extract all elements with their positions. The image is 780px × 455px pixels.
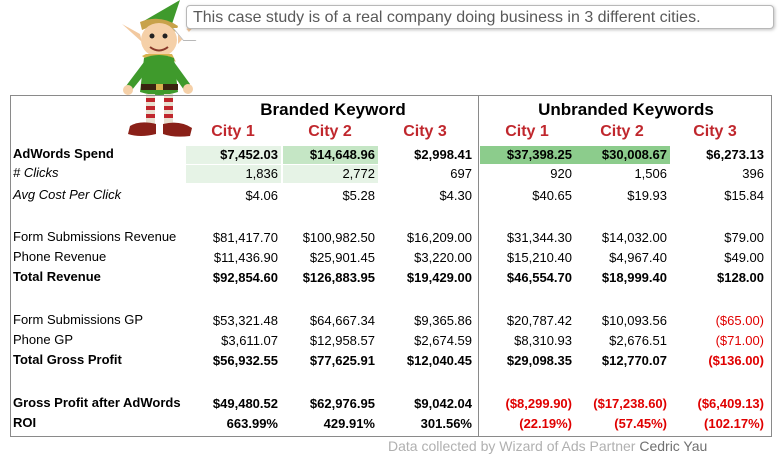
table-cell: $29,098.35 (506, 353, 572, 368)
table-cell: 1,506 (634, 166, 667, 181)
table-cell: $9,365.86 (414, 313, 472, 328)
data-source-credit: Data collected by Wizard of Ads Partner … (388, 438, 707, 454)
table-cell: $2,676.51 (609, 333, 667, 348)
city-header-branded-2: City 2 (308, 123, 352, 140)
table-cell: $10,093.56 (601, 313, 667, 328)
table-cell: (22.19%) (519, 416, 572, 431)
table-cell: $49,480.52 (212, 396, 278, 411)
row-label: Phone GP (13, 332, 73, 347)
table-cell: $3,220.00 (414, 250, 472, 265)
table-cell: $12,958.57 (309, 333, 375, 348)
row-label: AdWords Spend (13, 146, 114, 161)
table-cell: $128.00 (717, 270, 764, 285)
table-cell: 697 (450, 166, 472, 181)
branded-keyword-heading: Branded Keyword (260, 100, 406, 119)
table-cell: ($71.00) (715, 333, 764, 348)
table-cell: $100,982.50 (302, 230, 375, 245)
table-cell: $16,209.00 (406, 230, 472, 245)
table-cell: $79.00 (724, 230, 764, 245)
table-cell: $56,932.55 (212, 353, 278, 368)
table-cell: $25,901.45 (309, 250, 375, 265)
table-cell: $14,032.00 (601, 230, 667, 245)
table-cell: $12,770.07 (601, 353, 667, 368)
table-cell: $92,854.60 (212, 270, 278, 285)
table-cell: 396 (742, 166, 764, 181)
table-cell: $4.06 (245, 188, 278, 203)
data-table-frame (10, 95, 772, 437)
table-cell: $4,967.40 (609, 250, 667, 265)
table-cell: $53,321.48 (212, 313, 278, 328)
row-label: Form Submissions GP (13, 312, 144, 327)
table-cell: $30,008.67 (575, 146, 670, 164)
table-cell: $31,344.30 (506, 230, 572, 245)
table-cell: $6,273.13 (706, 147, 764, 162)
table-cell: (57.45%) (614, 416, 667, 431)
group-divider (478, 95, 479, 437)
row-label: Avg Cost Per Click (13, 187, 122, 202)
table-cell: $19,429.00 (406, 270, 472, 285)
table-cell: $126,883.95 (302, 270, 375, 285)
table-cell: 920 (550, 166, 572, 181)
table-cell: 429.91% (323, 416, 375, 431)
unbranded-keywords-heading: Unbranded Keywords (538, 100, 714, 119)
row-label: ROI (13, 415, 37, 430)
table-cell: $4.30 (439, 188, 472, 203)
table-cell: $18,999.40 (601, 270, 667, 285)
row-label: Total Revenue (13, 269, 101, 284)
table-cell: $40.65 (532, 188, 572, 203)
table-cell: $8,310.93 (514, 333, 572, 348)
table-cell: 2,772 (283, 165, 378, 183)
table-cell: $20,787.42 (506, 313, 572, 328)
table-cell: 301.56% (420, 416, 472, 431)
row-label: Total Gross Profit (13, 352, 122, 367)
table-cell: $62,976.95 (309, 396, 375, 411)
table-cell: $3,611.07 (221, 333, 278, 348)
credit-prefix: Data collected by Wizard of Ads Partner (388, 438, 636, 454)
table-cell: $12,040.45 (406, 353, 472, 368)
table-cell: $2,998.41 (414, 147, 472, 162)
table-cell: ($17,238.60) (593, 396, 667, 411)
table-cell: $14,648.96 (283, 146, 378, 164)
table-cell: $37,398.25 (480, 146, 575, 164)
city-header-branded-1: City 1 (211, 123, 255, 140)
table-cell: 1,836 (186, 165, 281, 183)
table-cell: $81,417.70 (212, 230, 278, 245)
table-cell: 663.99% (226, 416, 278, 431)
table-cell: $15.84 (724, 188, 764, 203)
row-label: Form Submissions Revenue (13, 229, 177, 244)
table-cell: $64,667.34 (309, 313, 375, 328)
table-cell: $19.93 (627, 188, 667, 203)
table-cell: ($136.00) (708, 353, 764, 368)
row-label: Phone Revenue (13, 249, 107, 264)
city-header-branded-3: City 3 (403, 123, 447, 140)
table-cell: $7,452.03 (186, 146, 281, 164)
speech-bubble-text: This case study is of a real company doi… (186, 5, 774, 29)
elf-mascot-illustration (122, 0, 198, 137)
table-cell: ($65.00) (715, 313, 764, 328)
table-cell: ($8,299.90) (505, 396, 573, 411)
row-label: Gross Profit after AdWords (13, 395, 181, 410)
table-cell: $46,554.70 (506, 270, 572, 285)
table-cell: $77,625.91 (309, 353, 375, 368)
table-cell: (102.17%) (704, 416, 764, 431)
city-header-unbranded-1: City 1 (505, 123, 549, 140)
table-cell: $2,674.59 (414, 333, 472, 348)
table-cell: ($6,409.13) (697, 396, 765, 411)
table-cell: $5.28 (342, 188, 375, 203)
table-cell: $49.00 (724, 250, 764, 265)
row-label: # Clicks (13, 165, 59, 180)
table-cell: $15,210.40 (506, 250, 572, 265)
table-cell: $9,042.04 (414, 396, 472, 411)
city-header-unbranded-2: City 2 (600, 123, 644, 140)
table-cell: $11,436.90 (213, 250, 278, 265)
city-header-unbranded-3: City 3 (693, 123, 737, 140)
credit-author: Cedric Yau (639, 438, 708, 454)
